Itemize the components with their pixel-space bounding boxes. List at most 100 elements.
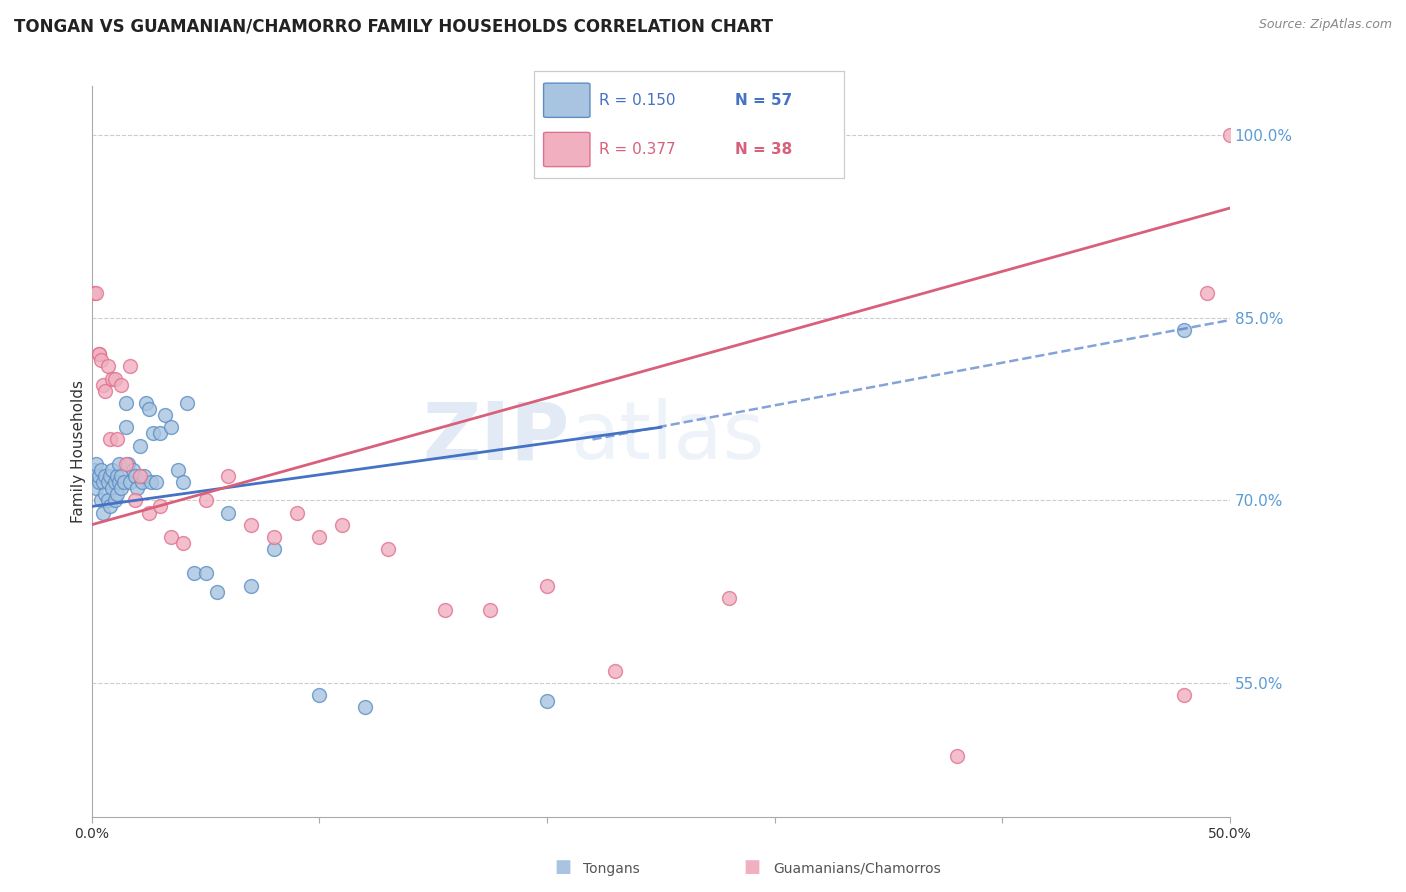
Point [536,578,558,592]
Point [308,688,330,702]
Point [605,664,627,678]
Point [120,475,142,489]
Point [194,566,217,581]
Point [117,457,139,471]
Text: Tongans: Tongans [583,862,640,876]
Point [115,457,138,471]
Point [167,463,190,477]
Point [97,475,120,489]
Point [121,463,143,477]
Point [718,591,741,605]
Point [377,542,399,557]
Point [86,481,108,495]
Point [101,463,124,477]
Point [110,469,132,483]
Point [172,475,194,489]
Point [110,481,132,495]
Point [87,475,110,489]
Text: R = 0.377: R = 0.377 [599,142,676,157]
Point [98,469,121,483]
Point [124,469,146,483]
Point [131,475,153,489]
Text: R = 0.150: R = 0.150 [599,93,676,108]
Text: ■: ■ [744,858,761,876]
Point [94,487,117,501]
Text: Source: ZipAtlas.com: Source: ZipAtlas.com [1258,18,1392,31]
Point [91,506,114,520]
Point [142,426,165,441]
Point [1219,128,1241,142]
Point [87,347,110,361]
Point [94,384,117,398]
Point [240,517,263,532]
Text: TONGAN VS GUAMANIAN/CHAMORRO FAMILY HOUSEHOLDS CORRELATION CHART: TONGAN VS GUAMANIAN/CHAMORRO FAMILY HOUS… [14,18,773,36]
Point [139,475,162,489]
FancyBboxPatch shape [544,83,591,118]
Point [98,500,121,514]
Point [87,469,110,483]
Point [134,469,156,483]
Point [285,506,308,520]
Point [1173,323,1195,337]
Point [149,426,172,441]
Point [263,542,285,557]
Point [205,584,228,599]
Point [83,286,105,301]
Point [135,396,157,410]
Point [217,469,239,483]
Point [945,749,967,764]
Point [98,433,121,447]
Text: ■: ■ [554,858,571,876]
Point [87,347,110,361]
Point [120,359,142,374]
Point [536,694,558,708]
Point [105,433,128,447]
Point [103,493,125,508]
Point [153,408,176,422]
Point [1173,688,1195,702]
Point [108,475,131,489]
Point [330,517,353,532]
Point [217,506,239,520]
Point [354,700,377,714]
Point [101,371,124,385]
Point [91,377,114,392]
Text: N = 57: N = 57 [735,93,793,108]
Text: N = 38: N = 38 [735,142,793,157]
Point [112,475,135,489]
Point [160,530,183,544]
Point [103,475,125,489]
Point [194,493,217,508]
Point [97,359,120,374]
Point [128,438,150,452]
Point [160,420,183,434]
Point [138,402,160,417]
Text: Guamanians/Chamorros: Guamanians/Chamorros [773,862,941,876]
Point [149,500,172,514]
Point [308,530,330,544]
Point [145,475,167,489]
Point [97,493,120,508]
Text: atlas: atlas [569,398,763,476]
Y-axis label: Family Households: Family Households [72,380,86,523]
Text: ZIP: ZIP [422,398,569,476]
Point [86,457,108,471]
Point [128,469,150,483]
Point [115,396,138,410]
Point [90,463,112,477]
Point [110,377,132,392]
Point [91,475,114,489]
Point [479,603,502,617]
Point [240,578,263,592]
Point [105,487,128,501]
Point [101,481,124,495]
Point [127,481,149,495]
Point [83,463,105,477]
Point [90,493,112,508]
FancyBboxPatch shape [544,132,591,167]
Point [1195,286,1218,301]
Point [115,420,138,434]
Point [103,371,125,385]
Point [172,536,194,550]
Point [108,457,131,471]
